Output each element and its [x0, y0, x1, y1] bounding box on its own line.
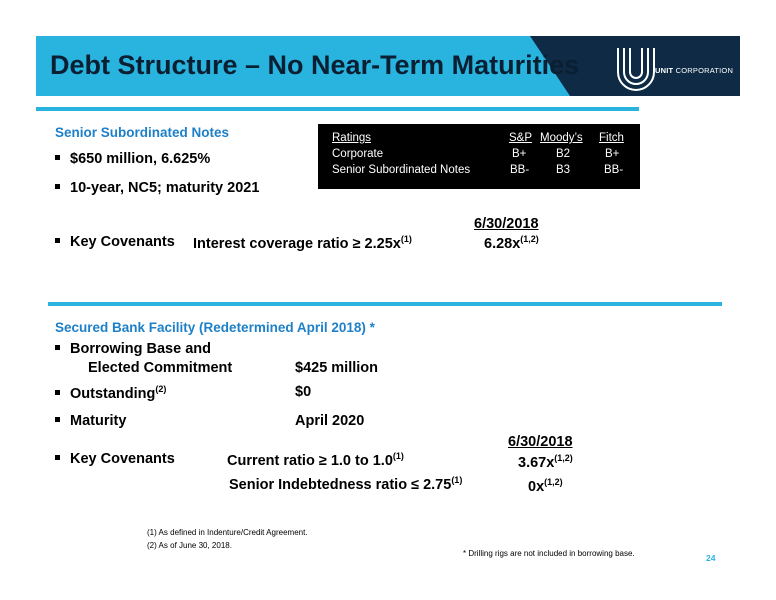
ratings-cell: BB-	[510, 164, 530, 176]
footnote: (1) As defined in Indenture/Credit Agree…	[147, 528, 308, 537]
covenant-text: Interest coverage ratio ≥ 2.25x(1)	[193, 234, 412, 252]
logo-text: UNIT CORPORATION	[655, 66, 734, 75]
header-dark-band	[530, 36, 740, 96]
ratings-header-moodys: Moody’s	[540, 132, 583, 144]
bullet-item: Key Covenants	[55, 451, 175, 467]
maturity-value: April 2020	[295, 413, 365, 429]
covenant-value: 0x(1,2)	[528, 477, 563, 495]
bullet-item: Maturity	[55, 413, 126, 429]
section-title-senior-notes: Senior Subordinated Notes	[55, 125, 230, 140]
bullet-item: Key Covenants	[55, 234, 175, 250]
unit-logo-icon	[617, 48, 655, 91]
covenant-value: 6.28x(1,2)	[484, 234, 539, 252]
ratings-row-label: Senior Subordinated Notes	[332, 164, 471, 176]
outstanding-value: $0	[295, 384, 312, 400]
ratings-cell: B2	[556, 148, 571, 160]
ratings-header-sp: S&P	[509, 132, 533, 144]
covenant-value: 3.67x(1,2)	[518, 453, 573, 471]
bullet-item: 10-year, NC5; maturity 2021	[55, 180, 259, 196]
section-title-bank-facility: Secured Bank Facility (Redetermined Apri…	[55, 320, 375, 335]
bullet-item: Outstanding(2)	[55, 384, 166, 402]
page-title: Debt Structure – No Near-Term Maturities	[50, 50, 580, 80]
bullet-item: Borrowing Base and	[55, 341, 211, 357]
ratings-cell: BB-	[604, 164, 624, 176]
covenant-text: Current ratio ≥ 1.0 to 1.0(1)	[227, 451, 404, 469]
ratings-row-label: Corporate	[332, 148, 384, 160]
date-header: 6/30/2018	[508, 434, 573, 450]
divider-top	[36, 107, 639, 111]
page-number: 24	[706, 553, 716, 563]
covenant-text: Senior Indebtedness ratio ≤ 2.75(1)	[229, 475, 463, 493]
ratings-cell: B3	[556, 164, 571, 176]
bullet-item: $650 million, 6.625%	[55, 151, 210, 167]
ratings-cell: B+	[605, 148, 620, 160]
footnote: (2) As of June 30, 2018.	[147, 541, 232, 550]
ratings-header: Ratings	[332, 132, 371, 144]
ratings-cell: B+	[512, 148, 527, 160]
ratings-table: Ratings S&P Moody’s Fitch Corporate B+ B…	[318, 124, 640, 189]
bullet-continuation: Elected Commitment	[88, 360, 233, 376]
ratings-header-fitch: Fitch	[599, 132, 624, 144]
borrowing-value: $425 million	[295, 360, 379, 376]
date-header: 6/30/2018	[474, 216, 539, 232]
divider-middle	[48, 302, 722, 306]
footnote-asterisk: * Drilling rigs are not included in borr…	[463, 549, 635, 558]
